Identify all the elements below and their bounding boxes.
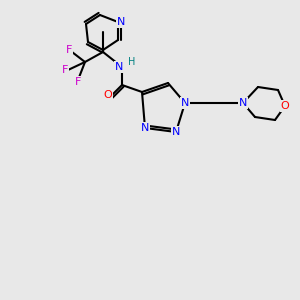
Text: N: N [117, 17, 125, 27]
Text: N: N [141, 123, 149, 133]
Text: N: N [181, 98, 189, 108]
Text: H: H [128, 57, 136, 67]
Text: N: N [172, 127, 180, 137]
Text: O: O [280, 101, 290, 111]
Text: F: F [66, 45, 72, 55]
Text: F: F [62, 65, 68, 75]
Text: O: O [103, 90, 112, 100]
Text: N: N [239, 98, 247, 108]
Text: F: F [75, 77, 81, 87]
Text: N: N [115, 62, 123, 72]
